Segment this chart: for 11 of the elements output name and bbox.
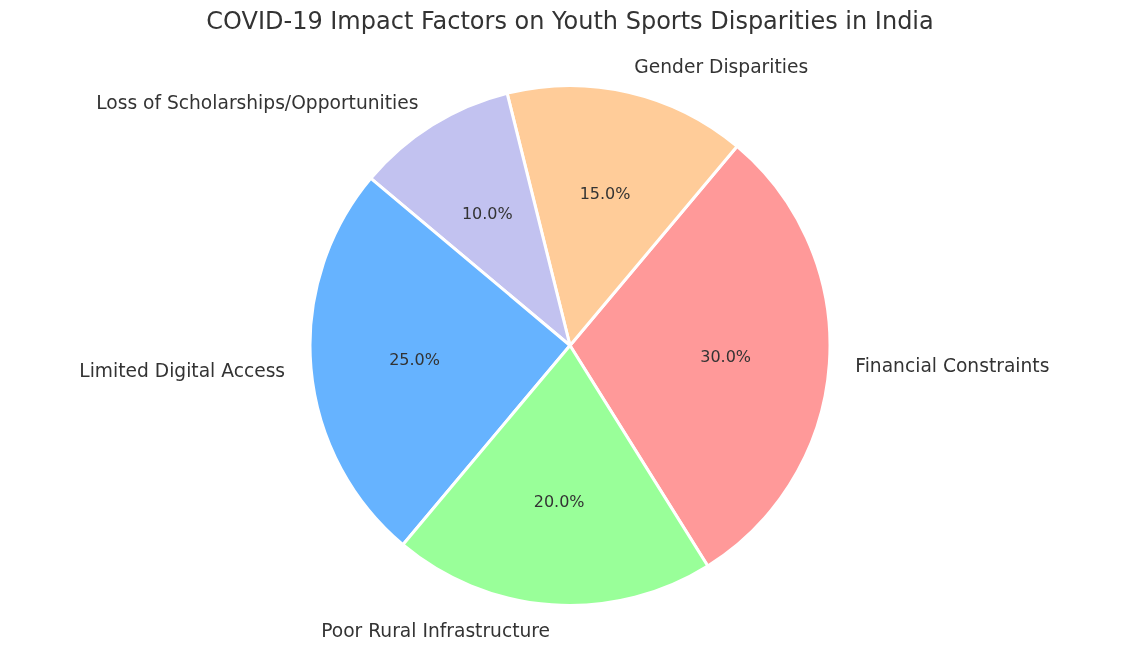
slice-label: Poor Rural Infrastructure <box>321 620 551 642</box>
slice-label: Gender Disparities <box>634 56 809 78</box>
data-label: 20.0% <box>533 491 585 511</box>
slice-label: Financial Constraints <box>855 354 1050 376</box>
data-label: 25.0% <box>389 349 441 369</box>
data-label: 10.0% <box>461 203 513 223</box>
slice-label: Loss of Scholarships/Opportunities <box>96 92 419 114</box>
chart-title: COVID-19 Impact Factors on Youth Sports Disparities in India <box>206 6 934 35</box>
data-label: 30.0% <box>700 346 752 366</box>
slice-label: Limited Digital Access <box>79 359 286 381</box>
data-label: 15.0% <box>579 184 631 203</box>
